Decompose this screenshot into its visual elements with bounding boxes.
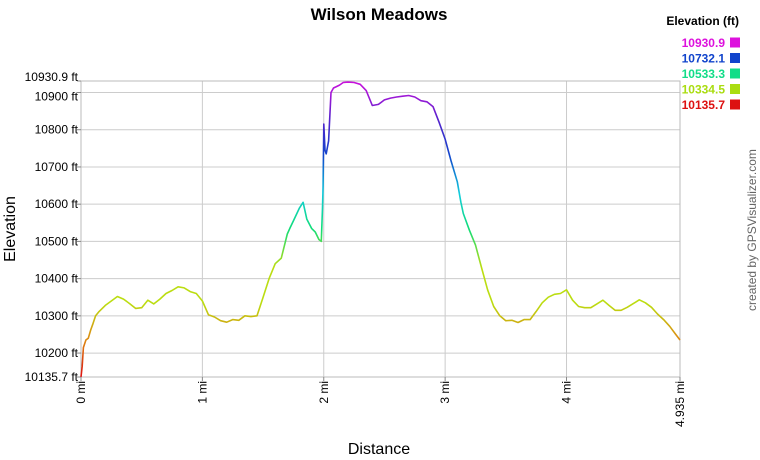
legend-swatch xyxy=(730,37,740,48)
y-tick-label: 10600 ft xyxy=(35,197,79,211)
y-tick-label: 10500 ft xyxy=(35,234,79,248)
chart-grid xyxy=(80,80,681,378)
legend-swatch xyxy=(730,99,740,110)
legend-swatch xyxy=(730,84,740,94)
x-axis-ticks: 0 mi 1 mi 2 mi 3 mi 4 mi 4.935 mi xyxy=(74,377,687,427)
y-tick-label: 10300 ft xyxy=(35,309,79,323)
x-tick-label: 4.935 mi xyxy=(673,381,687,427)
x-axis-label: Distance xyxy=(348,441,410,458)
legend-entry-label: 10930.9 xyxy=(682,36,726,50)
legend-entry-label: 10732.1 xyxy=(682,52,726,66)
legend-entry-label: 10135.7 xyxy=(682,98,726,112)
x-tick-label: 0 mi xyxy=(74,381,88,404)
legend-entry-label: 10533.3 xyxy=(682,67,726,81)
elevation-profile-line xyxy=(80,81,681,377)
y-tick-label: 10700 ft xyxy=(35,160,79,174)
x-tick-label: 4 mi xyxy=(560,381,574,404)
legend-entry-label: 10334.5 xyxy=(682,83,726,97)
y-tick-label: 10400 ft xyxy=(35,272,79,286)
gpsvisualizer-credit: created by GPSVisualizer.com xyxy=(745,149,759,311)
x-tick-label: 3 mi xyxy=(438,381,452,404)
y-tick-label: 10135.7 ft xyxy=(25,370,79,384)
x-tick-label: 1 mi xyxy=(195,381,209,404)
y-tick-label: 10930.9 ft xyxy=(25,70,79,84)
y-tick-label: 10800 ft xyxy=(35,123,79,137)
y-tick-label: 10900 ft xyxy=(35,90,79,104)
plot-area-border xyxy=(80,80,681,378)
legend-swatch xyxy=(730,68,740,79)
chart-title: Wilson Meadows xyxy=(311,5,448,24)
legend-swatch xyxy=(730,53,740,63)
x-tick-label: 2 mi xyxy=(317,381,331,404)
y-tick-label: 10200 ft xyxy=(35,346,79,360)
y-axis-ticks: 10135.7 ft 10200 ft 10300 ft 10400 ft 10500 … xyxy=(25,70,81,384)
legend-title: Elevation (ft) xyxy=(666,14,739,28)
y-axis-label: Elevation xyxy=(2,196,19,262)
